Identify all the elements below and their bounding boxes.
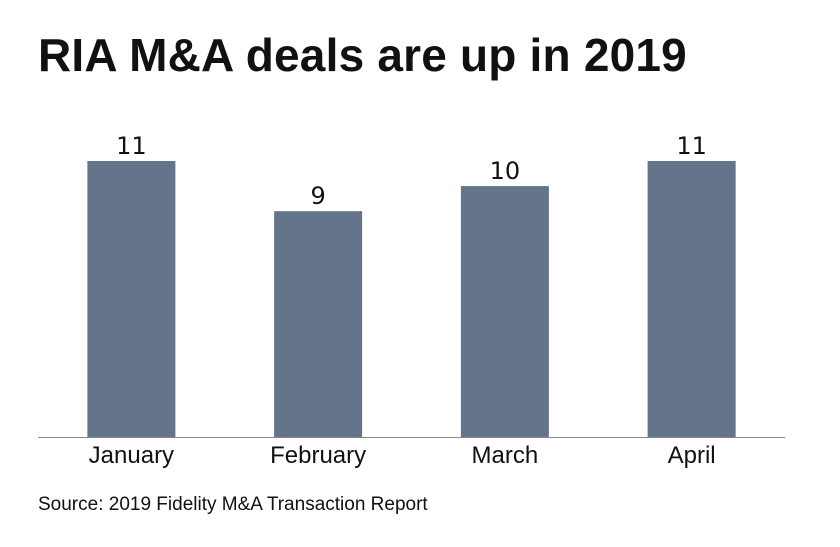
bar-value-label-february: 9 — [310, 182, 325, 210]
bars-group — [87, 161, 736, 437]
bar-value-label-march: 10 — [490, 157, 521, 185]
chart-source: Source: 2019 Fidelity M&A Transaction Re… — [38, 494, 428, 515]
x-tick-label-march: March — [472, 442, 539, 469]
x-tick-label-february: February — [270, 442, 366, 469]
x-axis-tick-labels: January February March April — [89, 442, 716, 469]
x-tick-label-april: April — [668, 442, 716, 469]
bar-february — [274, 211, 363, 437]
bar-january — [87, 161, 176, 437]
x-tick-label-january: January — [89, 442, 174, 469]
bar-value-labels: 11 9 10 11 — [116, 132, 707, 210]
bar-value-label-january: 11 — [116, 132, 147, 160]
bar-march — [460, 186, 549, 437]
chart-title: RIA M&A deals are up in 2019 — [38, 29, 687, 81]
bar-april — [647, 161, 736, 437]
bar-value-label-april: 11 — [676, 132, 707, 160]
